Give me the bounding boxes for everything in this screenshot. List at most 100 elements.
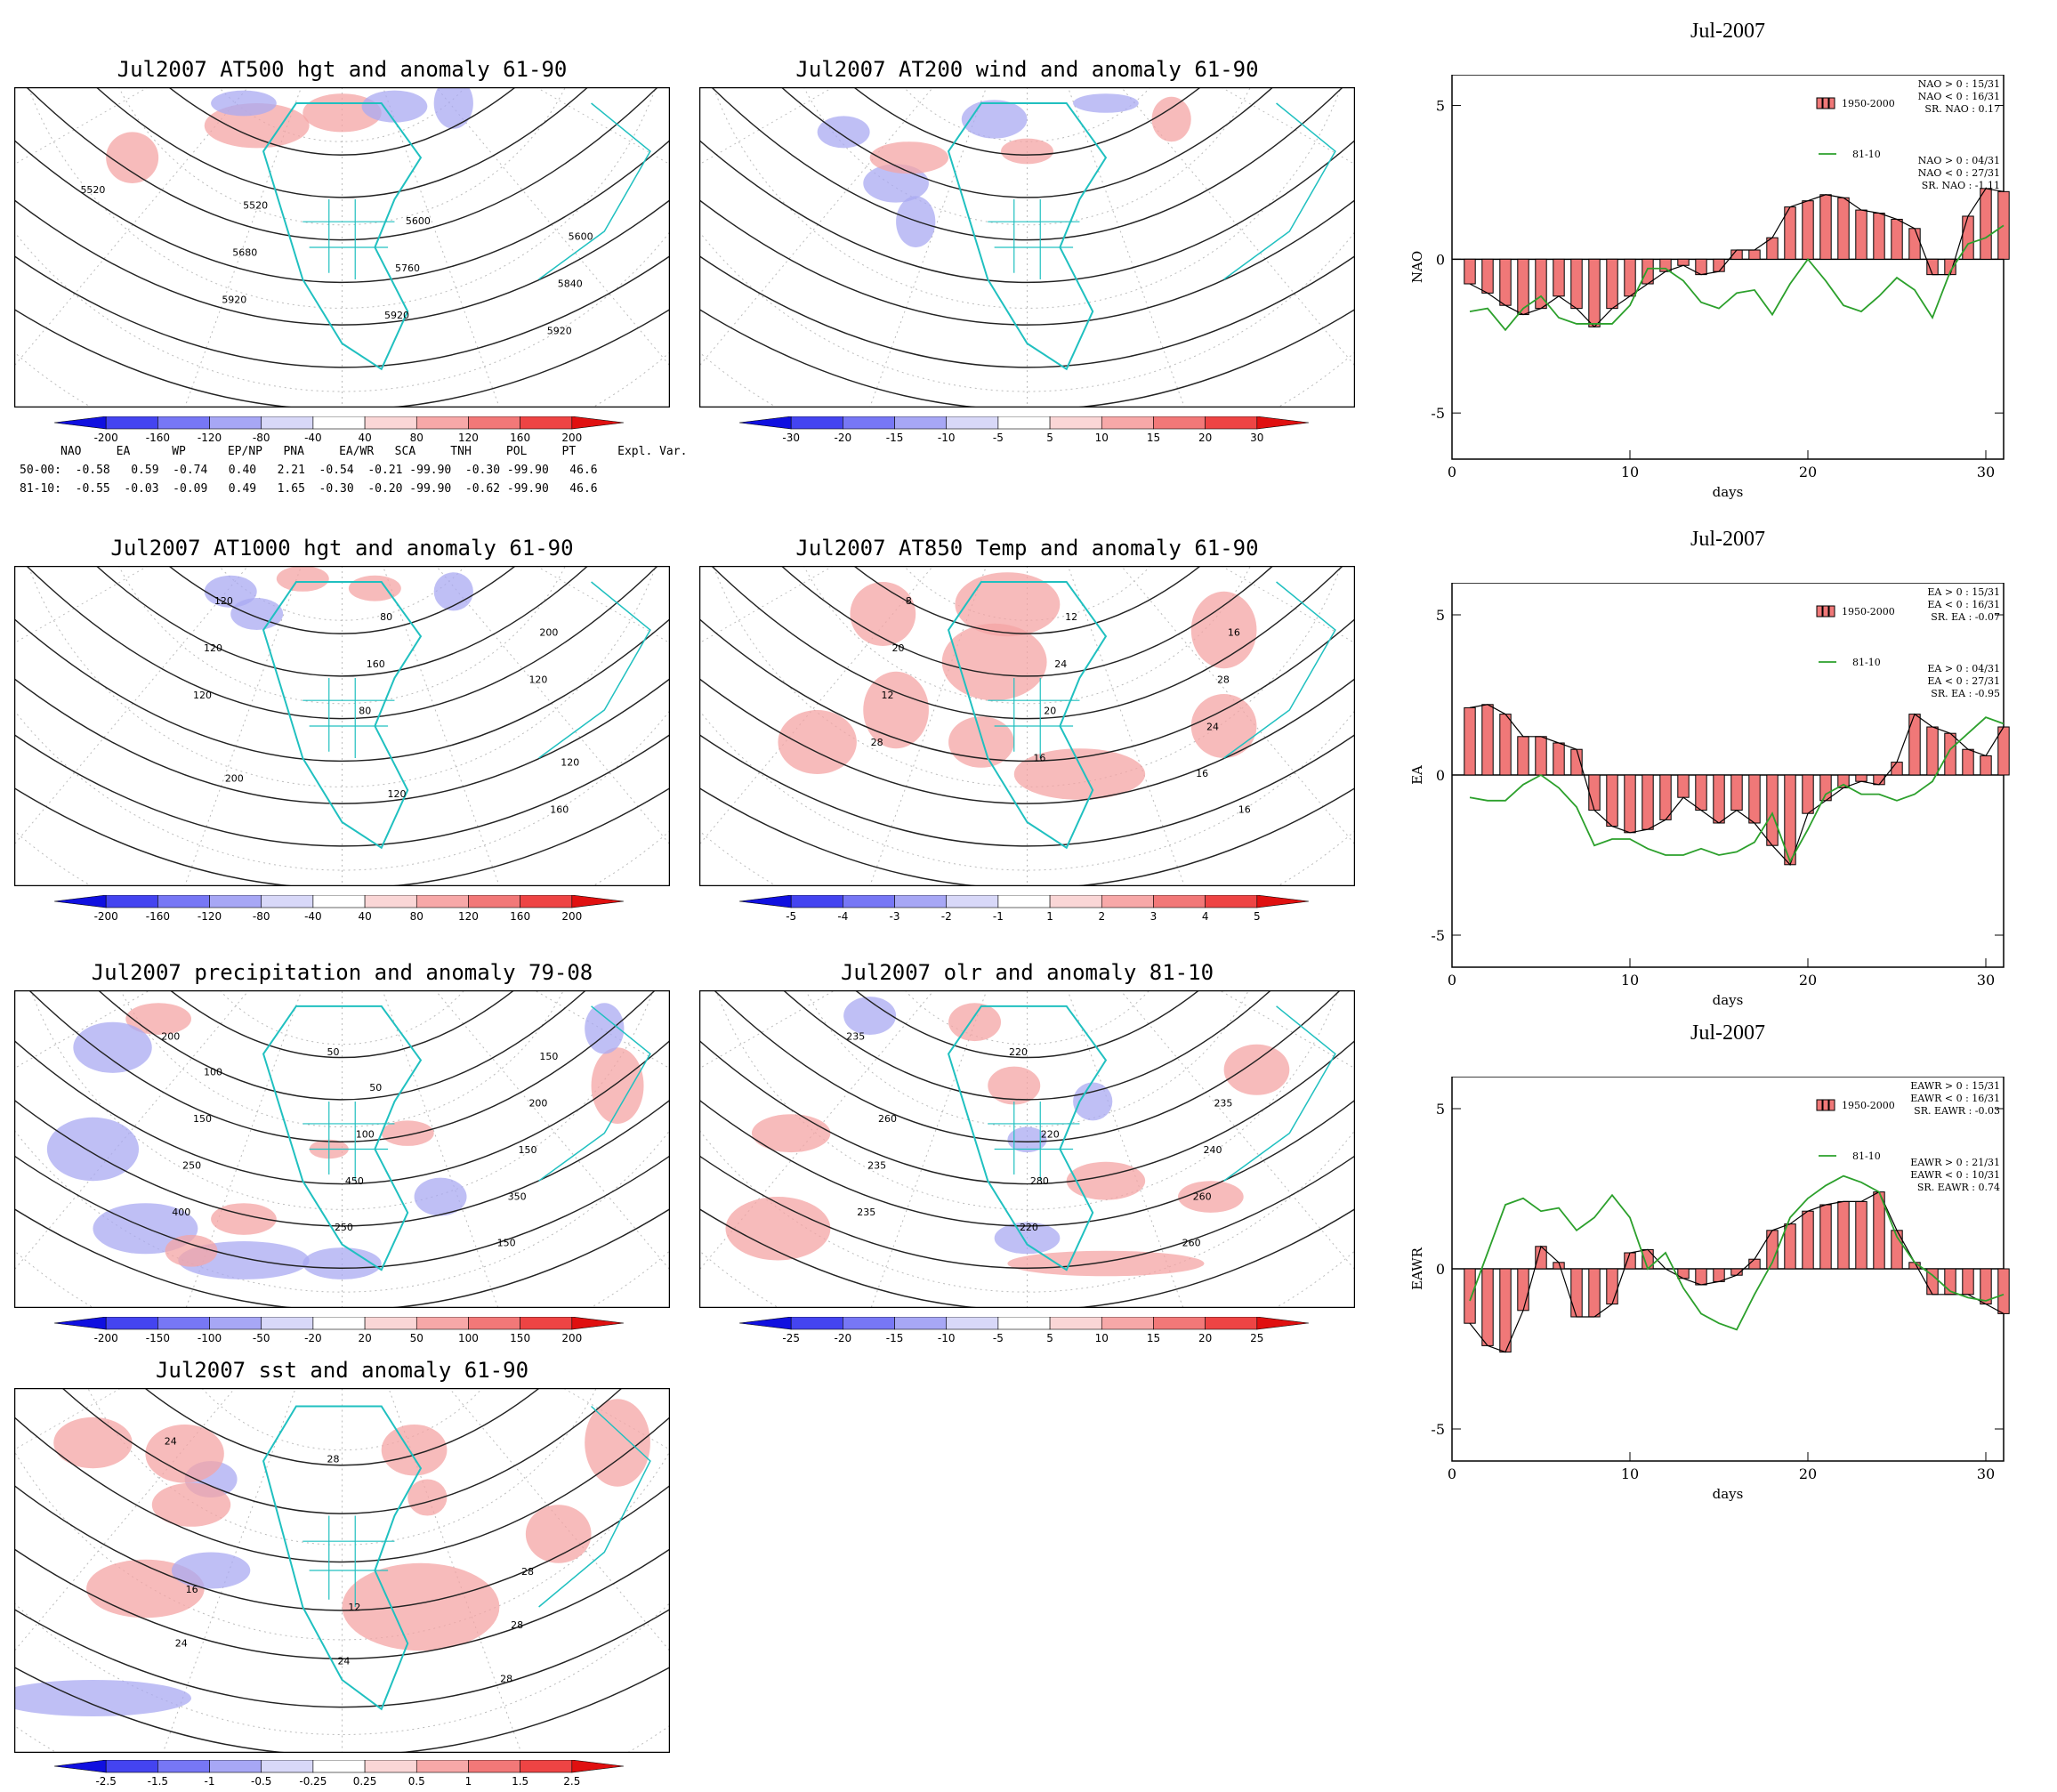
contour-label: 24 [165, 1436, 177, 1448]
contour-label: 20 [891, 642, 904, 654]
coastline [947, 1005, 1108, 1271]
colorbar-segment [946, 1317, 999, 1330]
legend-stat: SR. EAWR : 0.74 [1917, 1182, 2000, 1193]
colorbar-segment [843, 895, 895, 908]
contour-label: 16 [1228, 626, 1240, 638]
contour-label: 120 [214, 595, 233, 607]
colorbar-tick-label: -20 [835, 1332, 852, 1344]
contour-label: 28 [327, 1454, 340, 1465]
series-line-1950-2000 [1469, 188, 2005, 328]
timeseries-chart: 5 0 -5 0 10 20 30 days EA 1950-2000 81-10 EA > 0 : … [1409, 583, 2010, 1008]
colorbar-segment [1049, 416, 1102, 430]
map-panel: 28 16 12 28 24 24 28 24 28 [14, 1388, 670, 1753]
bar [1997, 1268, 2010, 1314]
contour-line [169, 990, 515, 1059]
map-title: Jul2007 olr and anomaly 81-10 [840, 960, 1214, 985]
anomaly-shading [276, 566, 329, 592]
legend-swatch-bars [1828, 605, 1835, 618]
colorbar-segment [571, 1760, 625, 1773]
colorbar-segment [105, 1317, 158, 1330]
anomaly-shading [1223, 1044, 1290, 1095]
colorbar-tick-label: -200 [94, 432, 118, 444]
coastline [538, 1405, 651, 1608]
contour-label: 220 [1041, 1128, 1060, 1140]
contour-label: 24 [1206, 721, 1219, 732]
colorbar-tick-label: 2.5 [563, 1775, 580, 1788]
legend-stat: NAO < 0 : 27/31 [1918, 167, 2000, 179]
anomaly-shading [106, 132, 159, 183]
y-tick-label: -5 [1431, 927, 1445, 944]
contour-label: 235 [1214, 1097, 1232, 1109]
colorbar-tick-label: -150 [146, 1332, 170, 1344]
bar [1606, 774, 1618, 827]
anomaly-shading [302, 1247, 382, 1279]
colorbar-tick-label: -160 [146, 432, 170, 444]
anomaly-shading [145, 1425, 224, 1483]
anomaly-shading [778, 710, 857, 774]
x-tick-label: 10 [1621, 1465, 1639, 1482]
anomaly-shading [433, 87, 473, 129]
map-panel: 120 200 120 160 120 80 200 120 160 120 120 80 [14, 566, 670, 886]
colorbar-tick-label: -20 [304, 1332, 322, 1344]
colorbar-segment [1205, 1317, 1258, 1330]
map-panel: 16 8 12 16 20 24 28 12 20 24 28 16 16 [699, 566, 1355, 886]
bar [1819, 774, 1832, 802]
colorbar-tick-label: 160 [510, 432, 530, 444]
colorbar-tick-label: -160 [146, 910, 170, 923]
coastline [947, 102, 1108, 371]
colorbar-segment [312, 416, 366, 430]
anomaly-shading [73, 1021, 152, 1073]
legend-stat: EAWR < 0 : 10/31 [1910, 1169, 2000, 1181]
bar [1535, 736, 1547, 776]
bar [1481, 1268, 1494, 1346]
anomaly-shading [342, 1562, 500, 1651]
bar [1606, 258, 1618, 310]
anomaly-shading [361, 90, 428, 123]
contour-label: 12 [882, 690, 894, 701]
bar [1926, 726, 1939, 776]
legend-stat: SR. NAO : -1.11 [1922, 180, 2000, 191]
anomaly-shading [171, 1552, 251, 1589]
contour-label: 150 [497, 1238, 516, 1249]
contour-label: 5760 [395, 262, 420, 274]
colorbar-tick-label: -20 [835, 432, 852, 444]
coastline [538, 102, 651, 280]
contour-label: 220 [1009, 1046, 1028, 1058]
contour-label: 16 [186, 1584, 198, 1595]
contour-line [14, 1099, 670, 1227]
colorbar-tick-label: 200 [561, 910, 582, 923]
legend-stat: EA < 0 : 27/31 [1927, 675, 2000, 687]
contour-line [167, 566, 517, 634]
bar [1588, 774, 1601, 811]
y-tick-label: -5 [1431, 405, 1445, 422]
coastline [947, 581, 1108, 850]
colorbar-segment [312, 895, 366, 908]
bar [1802, 774, 1814, 814]
colorbar-tick-label: 15 [1147, 432, 1160, 444]
x-tick-label: 0 [1448, 1465, 1456, 1482]
contour-label: 16 [1033, 753, 1045, 764]
colorbar-segment [946, 416, 999, 430]
legend-swatch-bars [1822, 97, 1829, 109]
legend-swatch-bars [1822, 605, 1829, 618]
anomaly-shading [994, 1222, 1061, 1255]
contour-line [14, 198, 670, 326]
legend-stat: NAO > 0 : 15/31 [1918, 78, 2000, 90]
contour-line [852, 87, 1202, 156]
bar [1855, 774, 1867, 782]
bar [1588, 1268, 1601, 1318]
chart-title: Jul-2007 [1690, 528, 1765, 551]
colorbar-segment [1049, 895, 1102, 908]
coastline [262, 1405, 423, 1711]
legend-stat: SR. EAWR : -0.03 [1914, 1105, 2000, 1117]
chart-title: Jul-2007 [1690, 1021, 1765, 1045]
contour-label: 100 [204, 1066, 222, 1078]
contour-label: 20 [1044, 706, 1056, 717]
contour-label: 12 [1065, 611, 1077, 623]
contour-line [699, 254, 1355, 368]
anomaly-shading [591, 1047, 644, 1124]
anomaly-shading [53, 1417, 133, 1469]
bar [1873, 213, 1885, 260]
contour-line [14, 1548, 670, 1659]
coastline [538, 1005, 651, 1182]
